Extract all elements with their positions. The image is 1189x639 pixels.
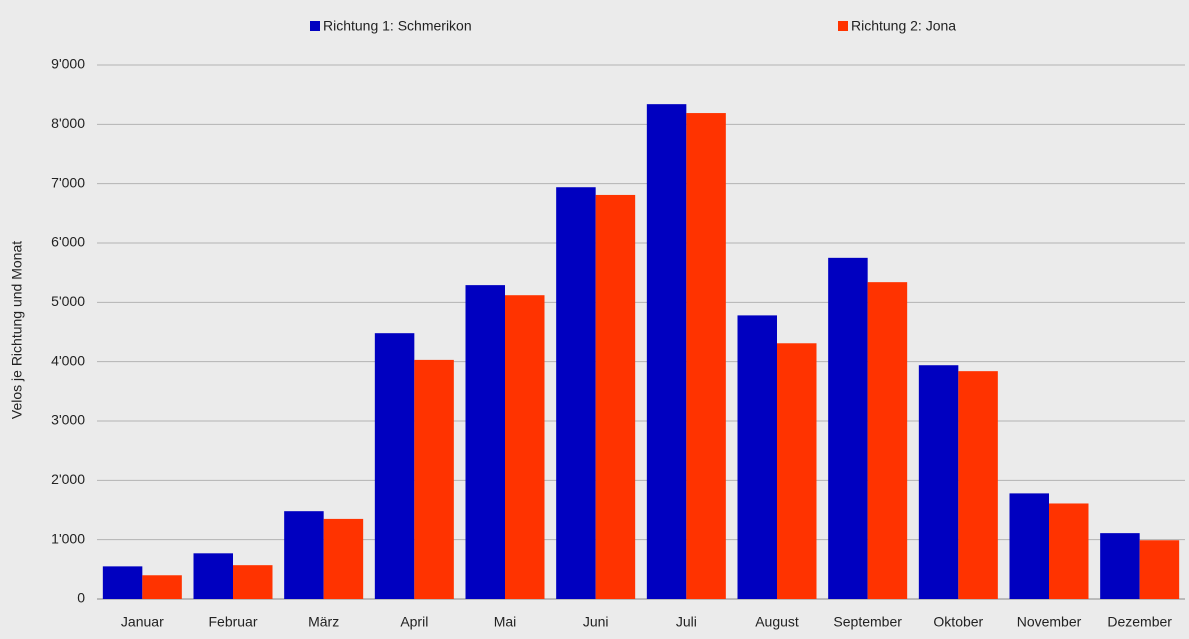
x-tick-label: Dezember xyxy=(1107,614,1172,630)
y-tick-label: 4'000 xyxy=(51,352,85,368)
bar xyxy=(1100,533,1140,599)
bar xyxy=(1009,493,1049,599)
x-tick-label: Mai xyxy=(494,614,517,630)
bar xyxy=(102,566,143,599)
legend-swatch xyxy=(838,21,848,31)
x-tick-label: Oktober xyxy=(933,614,983,630)
bar xyxy=(284,511,324,599)
bar xyxy=(1139,540,1180,599)
bar xyxy=(958,371,998,599)
bar xyxy=(374,333,415,599)
bar xyxy=(646,104,687,599)
y-tick-label: 7'000 xyxy=(51,174,85,190)
bar xyxy=(686,113,726,599)
bar xyxy=(142,575,182,599)
y-tick-label: 9'000 xyxy=(51,56,85,72)
bar xyxy=(918,365,959,599)
x-tick-label: Januar xyxy=(121,614,164,630)
y-axis-label: Velos je Richtung und Monat xyxy=(9,241,25,419)
y-tick-label: 0 xyxy=(77,590,85,606)
y-tick-label: 1'000 xyxy=(51,530,85,546)
x-tick-label: März xyxy=(308,614,339,630)
x-tick-label: Juni xyxy=(583,614,609,630)
x-tick-label: November xyxy=(1017,614,1082,630)
y-tick-label: 5'000 xyxy=(51,293,85,309)
bar xyxy=(556,187,596,599)
x-tick-label: Februar xyxy=(208,614,257,630)
legend-label: Richtung 1: Schmerikon xyxy=(323,18,472,34)
bar xyxy=(737,315,777,599)
bar xyxy=(323,518,364,599)
bar xyxy=(233,565,273,599)
y-tick-label: 3'000 xyxy=(51,412,85,428)
y-tick-label: 2'000 xyxy=(51,471,85,487)
x-tick-label: April xyxy=(400,614,428,630)
legend-swatch xyxy=(310,21,320,31)
bar xyxy=(867,282,908,599)
x-tick-label: September xyxy=(833,614,902,630)
bar xyxy=(828,257,868,599)
legend-label: Richtung 2: Jona xyxy=(851,18,956,34)
x-tick-label: August xyxy=(755,614,799,630)
bar xyxy=(505,295,545,599)
bar xyxy=(1049,503,1089,599)
bar xyxy=(193,553,233,599)
y-tick-label: 6'000 xyxy=(51,234,85,250)
y-tick-label: 8'000 xyxy=(51,115,85,131)
bar xyxy=(414,359,454,599)
bar xyxy=(777,343,817,599)
x-tick-label: Juli xyxy=(676,614,697,630)
bar xyxy=(595,194,636,599)
bar xyxy=(465,285,505,599)
